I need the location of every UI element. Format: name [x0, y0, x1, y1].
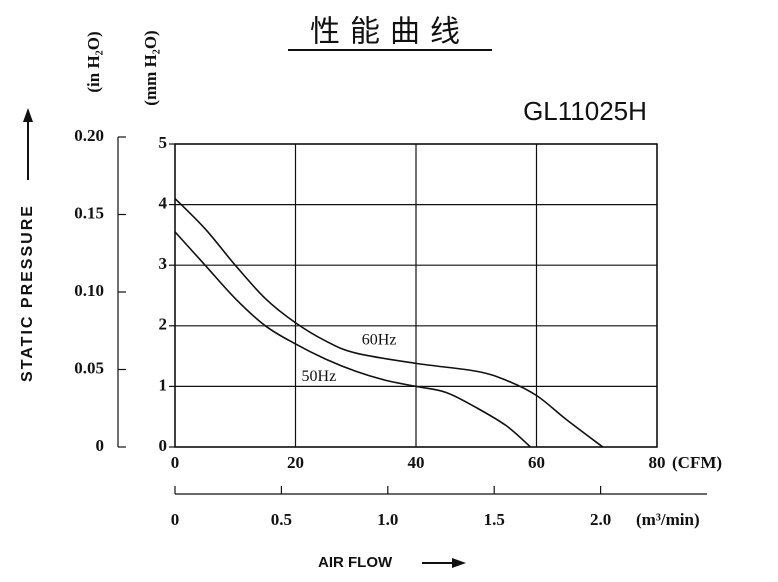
x2-tick-label: 1.0: [377, 510, 398, 529]
x2-tick-label: 1.5: [484, 510, 505, 529]
y-tick-label: 5: [159, 133, 168, 152]
x2-tick-label: 2.0: [590, 510, 611, 529]
x2-unit: (m³/min): [636, 510, 700, 529]
x-unit: (CFM): [672, 453, 722, 472]
x-arrow-head: [452, 558, 466, 568]
x-tick-label: 40: [408, 453, 425, 472]
x-axis-label: AIR FLOW: [318, 554, 393, 571]
x2-tick-label: 0: [171, 510, 180, 529]
x-tick-label: 60: [528, 453, 545, 472]
x2-tick-label: 0.5: [271, 510, 292, 529]
curve: [174, 197, 604, 448]
model-label: GL11025H: [523, 96, 647, 126]
y-arrow-head: [23, 108, 33, 122]
curve: [174, 231, 532, 448]
y2-tick-label: 0.10: [74, 281, 104, 300]
y-tick-label: 0: [159, 436, 168, 455]
y2-tick-label: 0.20: [74, 126, 104, 145]
y2-tick-label: 0: [96, 436, 105, 455]
x-tick-label: 20: [287, 453, 304, 472]
curve-label: 50Hz: [302, 368, 337, 385]
curve-label: 60Hz: [362, 332, 397, 349]
chart-title: 性能曲线: [310, 15, 470, 50]
y2-tick-label: 0.05: [74, 358, 104, 377]
x-tick-label: 0: [171, 453, 180, 472]
y-axis-label: STATIC PRESSURE: [19, 204, 36, 382]
y-tick-label: 3: [159, 254, 168, 273]
y-tick-label: 4: [159, 194, 168, 213]
y2-unit: (in H₂O): [84, 31, 103, 92]
y-tick-label: 2: [159, 315, 168, 334]
x-tick-label: 80: [649, 453, 666, 472]
y-unit: (mm H₂O): [141, 30, 160, 105]
y-tick-label: 1: [159, 375, 168, 394]
y2-tick-label: 0.15: [74, 203, 104, 222]
